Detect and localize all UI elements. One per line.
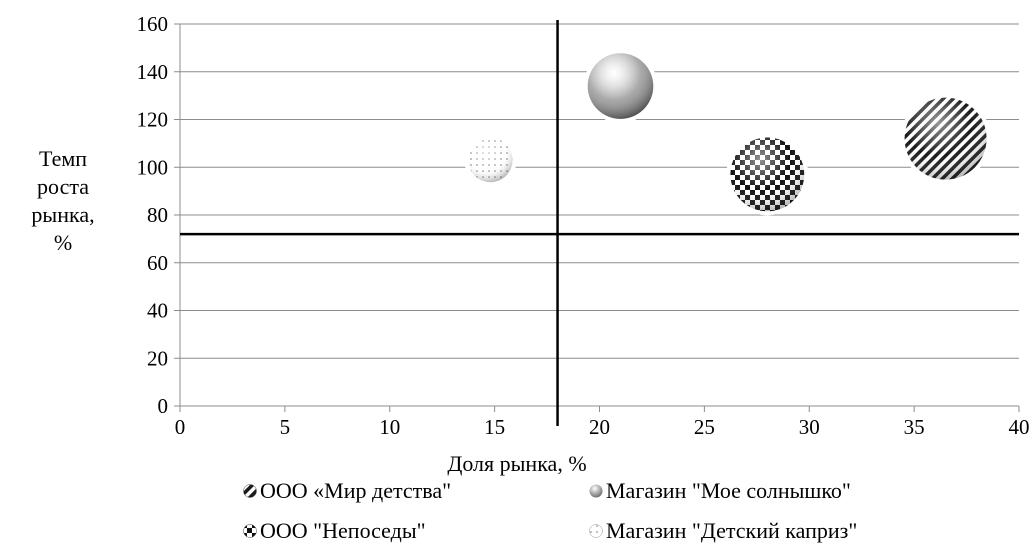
legend-item-mir-detstva: ООО «Мир детства" <box>242 478 451 504</box>
x-tick-label: 20 <box>589 415 610 439</box>
x-tick-label: 35 <box>904 415 925 439</box>
legend-item-detskiy-kapriz: Магазин "Детский каприз" <box>588 518 857 544</box>
x-tick-label: 0 <box>175 415 186 439</box>
y-tick-label: 160 <box>137 12 169 36</box>
legend-label: Магазин "Детский каприз" <box>606 518 858 543</box>
bubble-shading <box>904 97 987 180</box>
x-axis-label: Доля рынка, % <box>447 451 586 476</box>
bubbles <box>464 49 991 216</box>
legend-label: ООО «Мир детства" <box>260 478 452 503</box>
legend-marker-dotted-icon <box>589 524 603 538</box>
y-axis-label: Темп роста рынка, % <box>8 145 118 257</box>
y-tick-label: 0 <box>158 394 169 418</box>
y-tick-label: 80 <box>147 203 168 227</box>
bubble-shading <box>730 137 805 212</box>
y-axis-label-line-1: Темп <box>38 146 88 171</box>
y-tick-label: 120 <box>137 108 169 132</box>
legend-label: ООО "Непоседы" <box>260 518 426 543</box>
legend: ООО «Мир детства" Магазин "Мое солнышко"… <box>242 474 942 544</box>
bubble-shading <box>587 53 654 119</box>
legend-marker-stripes-icon <box>243 484 257 498</box>
x-tick-label: 15 <box>484 415 505 439</box>
bubble-shading <box>468 137 513 183</box>
y-axis-label-line-4: % <box>53 230 73 255</box>
tick-labels: 0 20 40 60 80 100 120 140 160 0 5 10 15 20 25 30 35 40 <box>137 12 1030 439</box>
quadrant-dividers <box>180 20 1019 426</box>
x-tick-label: 40 <box>1009 415 1030 439</box>
y-axis-label-line-2: роста <box>37 174 89 199</box>
x-tick-label: 5 <box>280 415 291 439</box>
y-tick-label: 20 <box>147 346 168 370</box>
y-axis-label-line-3: рынка, <box>31 202 95 227</box>
legend-marker-gradient-icon <box>589 484 603 498</box>
legend-label: Магазин "Мое солнышко" <box>606 478 851 503</box>
y-tick-label: 40 <box>147 299 168 323</box>
y-tick-label: 140 <box>137 60 169 84</box>
x-tick-label: 30 <box>799 415 820 439</box>
x-tick-label: 10 <box>379 415 400 439</box>
legend-item-neposedy: ООО "Непоседы" <box>242 518 426 544</box>
x-tick-label: 25 <box>694 415 715 439</box>
y-tick-label: 100 <box>137 155 169 179</box>
axes <box>174 23 1020 412</box>
legend-item-moe-solnyshko: Магазин "Мое солнышко" <box>588 478 851 504</box>
gridlines <box>180 23 1019 359</box>
legend-marker-checker-icon <box>243 524 257 538</box>
y-tick-label: 60 <box>147 251 168 275</box>
